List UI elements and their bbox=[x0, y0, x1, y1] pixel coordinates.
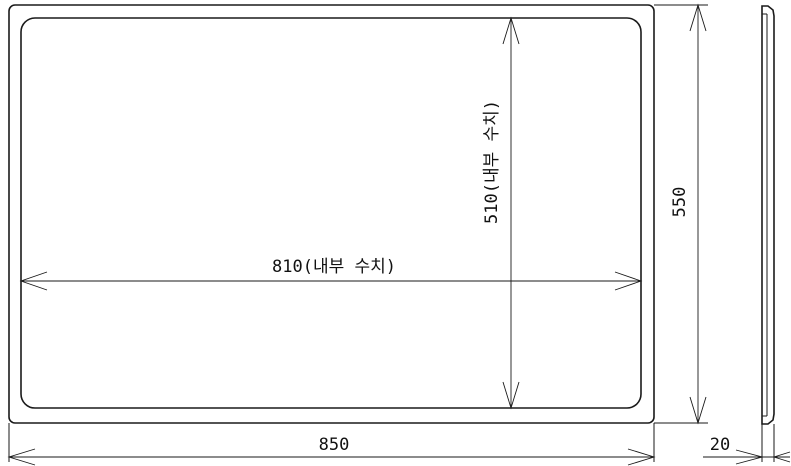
inner-width-left-arrow bbox=[19, 271, 48, 291]
outer-height-label: 550 bbox=[670, 187, 690, 218]
outer-panel-outline bbox=[8, 4, 655, 424]
side-profile-outer bbox=[761, 5, 775, 425]
side-view bbox=[761, 5, 775, 425]
thickness-dimension: 20 bbox=[703, 424, 791, 465]
front-view bbox=[8, 4, 655, 424]
thickness-left-arrow bbox=[735, 449, 764, 465]
inner-width-label: 810(내부 수치) bbox=[272, 257, 396, 277]
thickness-label: 20 bbox=[710, 435, 730, 455]
inner-height-label: 510(내부 수치) bbox=[482, 100, 502, 224]
inner-width-right-arrow bbox=[614, 271, 643, 291]
outer-height-dimension: 550 bbox=[654, 3, 708, 425]
outer-height-top-arrow bbox=[689, 3, 707, 32]
outer-width-dimension: 850 bbox=[7, 423, 656, 466]
inner-height-top-arrow bbox=[502, 16, 520, 45]
outer-width-label: 850 bbox=[319, 435, 350, 455]
inner-width-dimension: 810(내부 수치) bbox=[19, 257, 643, 291]
outer-width-left-arrow bbox=[7, 448, 36, 466]
inner-panel-outline bbox=[20, 17, 642, 409]
thickness-right-arrow bbox=[772, 451, 791, 463]
outer-height-bottom-arrow bbox=[689, 396, 707, 425]
inner-height-bottom-arrow bbox=[502, 381, 520, 410]
inner-height-dimension: 510(내부 수치) bbox=[482, 16, 520, 410]
outer-width-right-arrow bbox=[627, 448, 656, 466]
